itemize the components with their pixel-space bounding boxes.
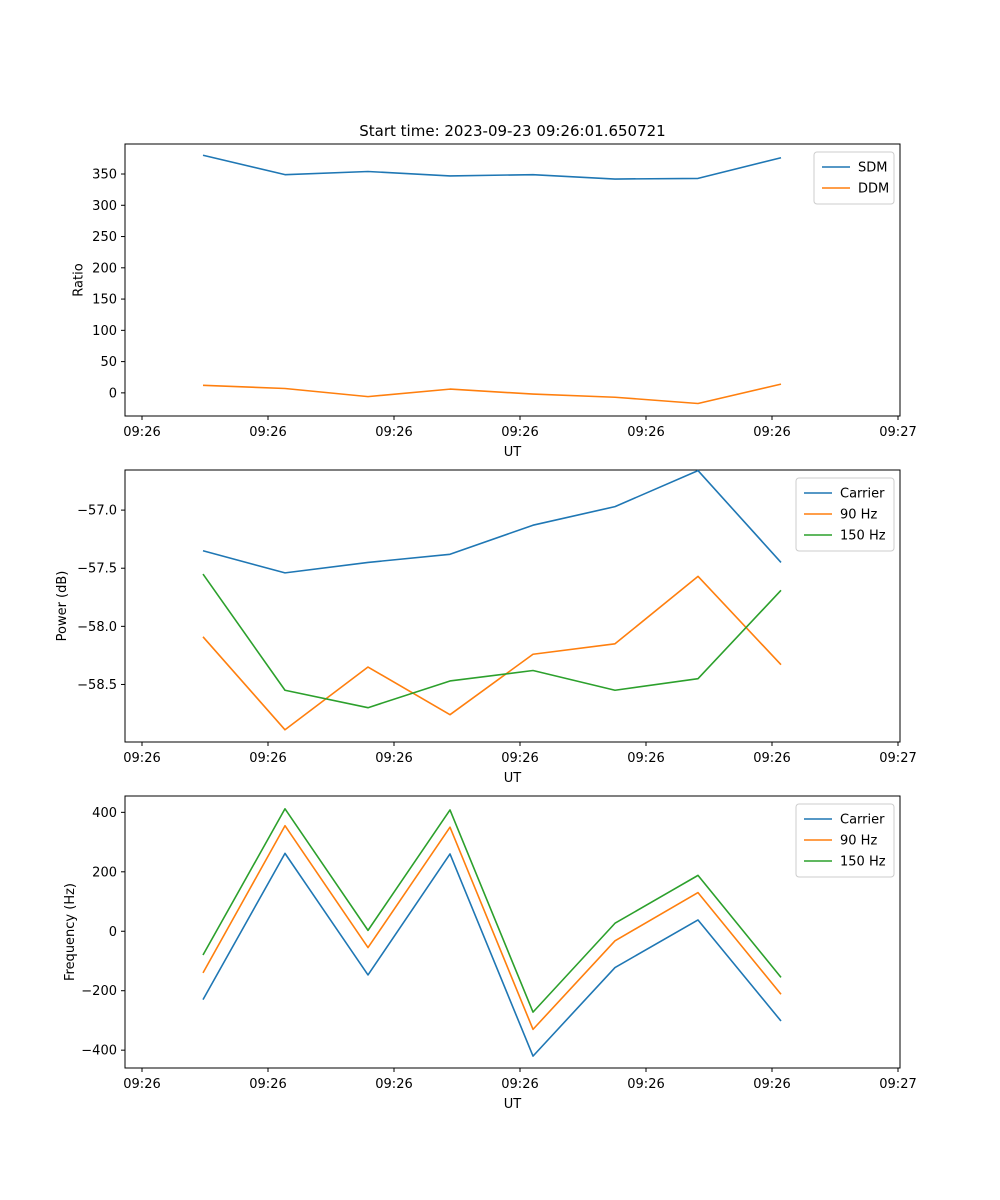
legend-label: 90 Hz bbox=[840, 508, 877, 523]
y-tick-label: −58.0 bbox=[77, 620, 117, 635]
y-axis-label: Power (dB) bbox=[55, 571, 70, 642]
x-tick-label: 09:26 bbox=[249, 425, 286, 440]
panels: 09:26 09:26 09:26 09:26 09:26 09:26 09:27 0 50 10… bbox=[55, 143, 917, 1112]
legend-label: SDM bbox=[858, 161, 887, 176]
legend-label: 150 Hz bbox=[840, 529, 886, 544]
legend-box bbox=[795, 477, 895, 552]
series-line-90-hz bbox=[202, 575, 782, 731]
chart-panel-1: 09:26 09:26 09:26 09:26 09:26 09:26 09:27 0 50 10… bbox=[71, 143, 917, 460]
y-tick-label: −57.0 bbox=[77, 504, 117, 519]
legend: SDM DDM bbox=[813, 151, 895, 205]
y-tick-label: 250 bbox=[92, 230, 117, 245]
series-line-150-hz bbox=[202, 573, 782, 709]
x-tick-label: 09:26 bbox=[627, 1077, 664, 1092]
legend-label: DDM bbox=[858, 182, 889, 197]
x-tick-label: 09:26 bbox=[123, 1077, 160, 1092]
axes-frame bbox=[124, 143, 901, 417]
chart-panel-2: 09:26 09:26 09:26 09:26 09:26 09:26 09:27 −58.5… bbox=[55, 469, 917, 786]
axes-frame bbox=[124, 469, 901, 743]
y-tick-label: 100 bbox=[92, 324, 117, 339]
x-tick-label: 09:27 bbox=[879, 425, 916, 440]
y-tick-label: −200 bbox=[81, 984, 117, 999]
y-tick-label: 350 bbox=[92, 168, 117, 183]
series-line-carrier bbox=[202, 469, 782, 574]
y-tick-label: 0 bbox=[109, 925, 117, 940]
x-axis-label: UT bbox=[504, 445, 522, 460]
legend-label: Carrier bbox=[840, 813, 885, 828]
legend-label: Carrier bbox=[840, 487, 885, 502]
y-tick-label: 0 bbox=[109, 386, 117, 401]
x-tick-label: 09:26 bbox=[123, 751, 160, 766]
x-tick-label: 09:26 bbox=[501, 1077, 538, 1092]
legend-box bbox=[813, 151, 895, 205]
x-tick-label: 09:26 bbox=[753, 425, 790, 440]
y-tick-label: 50 bbox=[100, 355, 117, 370]
x-axis-label: UT bbox=[504, 771, 522, 786]
y-tick-label: −400 bbox=[81, 1044, 117, 1059]
x-axis-label: UT bbox=[504, 1097, 522, 1112]
y-tick-label: −58.5 bbox=[77, 678, 117, 693]
legend: Carrier 90 Hz 150 Hz bbox=[795, 803, 895, 878]
series-line-90-hz bbox=[202, 824, 782, 1031]
figure-title: Start time: 2023-09-23 09:26:01.650721 bbox=[359, 122, 665, 140]
series-line-sdm bbox=[202, 154, 782, 180]
legend-label: 90 Hz bbox=[840, 834, 877, 849]
y-tick-label: 400 bbox=[92, 806, 117, 821]
x-tick-label: 09:26 bbox=[753, 1077, 790, 1092]
x-tick-label: 09:26 bbox=[627, 425, 664, 440]
x-tick-label: 09:27 bbox=[879, 1077, 916, 1092]
legend-box bbox=[795, 803, 895, 878]
x-tick-label: 09:26 bbox=[375, 425, 412, 440]
y-axis-label: Ratio bbox=[71, 263, 86, 296]
y-tick-label: 200 bbox=[92, 261, 117, 276]
x-tick-label: 09:26 bbox=[249, 751, 286, 766]
y-tick-label: 300 bbox=[92, 199, 117, 214]
series-line-150-hz bbox=[202, 807, 782, 1013]
x-tick-label: 09:26 bbox=[753, 751, 790, 766]
y-axis-label: Frequency (Hz) bbox=[63, 883, 78, 981]
x-tick-label: 09:26 bbox=[501, 751, 538, 766]
series-line-carrier bbox=[202, 852, 782, 1057]
x-tick-label: 09:26 bbox=[123, 425, 160, 440]
axes-frame bbox=[124, 795, 901, 1069]
y-tick-label: −57.5 bbox=[77, 562, 117, 577]
x-tick-label: 09:27 bbox=[879, 751, 916, 766]
series-line-ddm bbox=[202, 383, 782, 405]
x-tick-label: 09:26 bbox=[375, 751, 412, 766]
x-tick-label: 09:26 bbox=[375, 1077, 412, 1092]
y-tick-label: 150 bbox=[92, 293, 117, 308]
x-tick-label: 09:26 bbox=[249, 1077, 286, 1092]
x-tick-label: 09:26 bbox=[627, 751, 664, 766]
legend: Carrier 90 Hz 150 Hz bbox=[795, 477, 895, 552]
chart-panel-3: 09:26 09:26 09:26 09:26 09:26 09:26 09:27 −400 −… bbox=[63, 795, 917, 1112]
legend-label: 150 Hz bbox=[840, 855, 886, 870]
x-tick-label: 09:26 bbox=[501, 425, 538, 440]
y-tick-label: 200 bbox=[92, 865, 117, 880]
